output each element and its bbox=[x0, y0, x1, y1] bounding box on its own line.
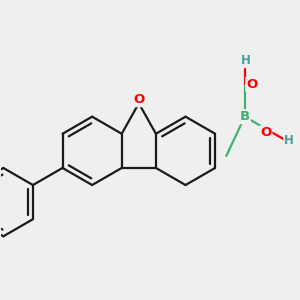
Text: B: B bbox=[240, 110, 250, 123]
Text: O: O bbox=[246, 78, 257, 91]
Text: O: O bbox=[260, 126, 272, 140]
Text: H: H bbox=[284, 134, 294, 147]
Text: O: O bbox=[133, 93, 145, 106]
Text: H: H bbox=[241, 54, 251, 67]
